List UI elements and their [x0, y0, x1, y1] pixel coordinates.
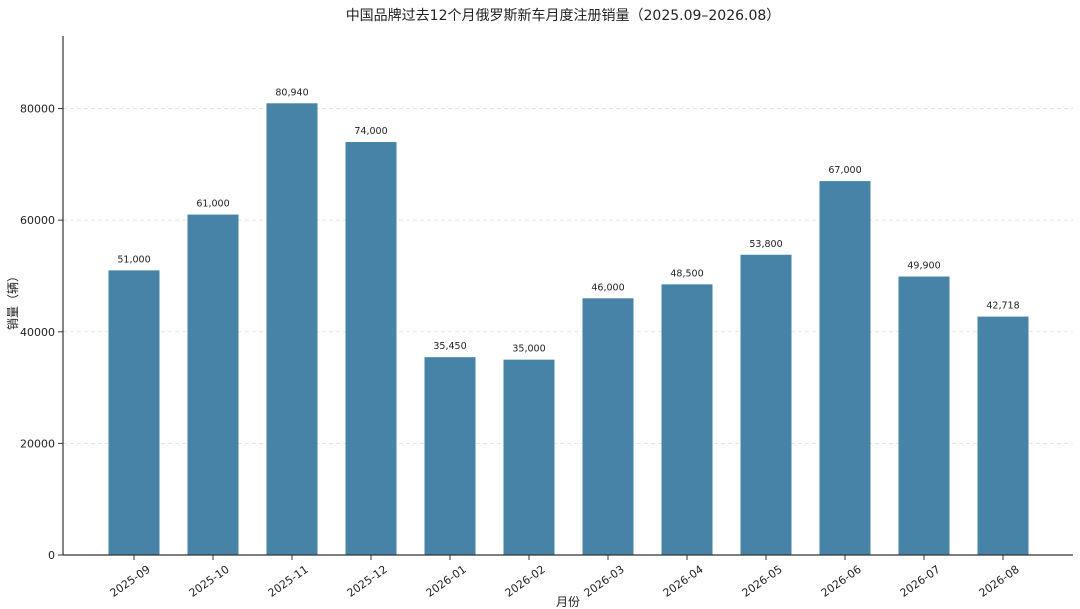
bar [977, 316, 1029, 555]
bar-value-label: 35,450 [433, 341, 466, 352]
x-tick-label: 2026-05 [740, 563, 785, 600]
x-tick-label: 2026-08 [977, 563, 1022, 600]
chart-title: 中国品牌过去12个月俄罗斯新车月度注册销量（2025.09–2026.08） [346, 7, 781, 24]
bar [582, 298, 634, 555]
x-tick-label: 2026-03 [582, 563, 627, 600]
y-tick-label: 40000 [20, 326, 55, 339]
bar [345, 142, 397, 555]
bar-value-label: 35,000 [512, 344, 545, 355]
bar-value-label: 80,940 [275, 87, 308, 98]
data-labels: 51,000 61,000 80,940 74,000 35,450 35,000 46,0… [117, 87, 1019, 354]
y-axis-label: 销量（辆） [6, 270, 20, 330]
bar [187, 214, 239, 556]
bar [740, 254, 792, 555]
x-tick-label: 2025-12 [345, 563, 390, 600]
x-tick-label: 2026-04 [661, 563, 706, 600]
bar [424, 357, 476, 555]
x-tick-label: 2025-09 [108, 563, 153, 600]
bar-value-label: 61,000 [196, 199, 229, 210]
x-tick-label: 2025-10 [187, 563, 232, 600]
y-tick-label: 20000 [20, 437, 55, 450]
x-axis-label: 月份 [556, 595, 580, 609]
bar [819, 181, 871, 555]
bars [108, 103, 1029, 556]
bar-value-label: 49,900 [907, 261, 940, 272]
bar [898, 276, 950, 555]
bar-value-label: 48,500 [670, 268, 703, 279]
x-tick-label: 2026-02 [503, 563, 548, 600]
bar-value-label: 51,000 [117, 254, 150, 265]
x-tick-label: 2025-11 [266, 563, 311, 600]
y-tick-label: 60000 [20, 214, 55, 227]
bar-value-label: 74,000 [354, 126, 387, 137]
bar [108, 270, 160, 555]
x-tick-label: 2026-06 [819, 563, 864, 600]
x-tick-label: 2026-07 [898, 563, 943, 600]
bar-value-label: 46,000 [591, 282, 624, 293]
y-tick-label: 0 [48, 549, 55, 562]
bar [661, 284, 713, 555]
bar [503, 359, 555, 555]
bar-value-label: 67,000 [828, 165, 861, 176]
x-tick-label: 2026-01 [424, 563, 469, 600]
y-tick-label: 80000 [20, 103, 55, 116]
bar-value-label: 42,718 [986, 301, 1019, 312]
bar [266, 103, 318, 555]
bar-value-label: 53,800 [749, 239, 782, 250]
